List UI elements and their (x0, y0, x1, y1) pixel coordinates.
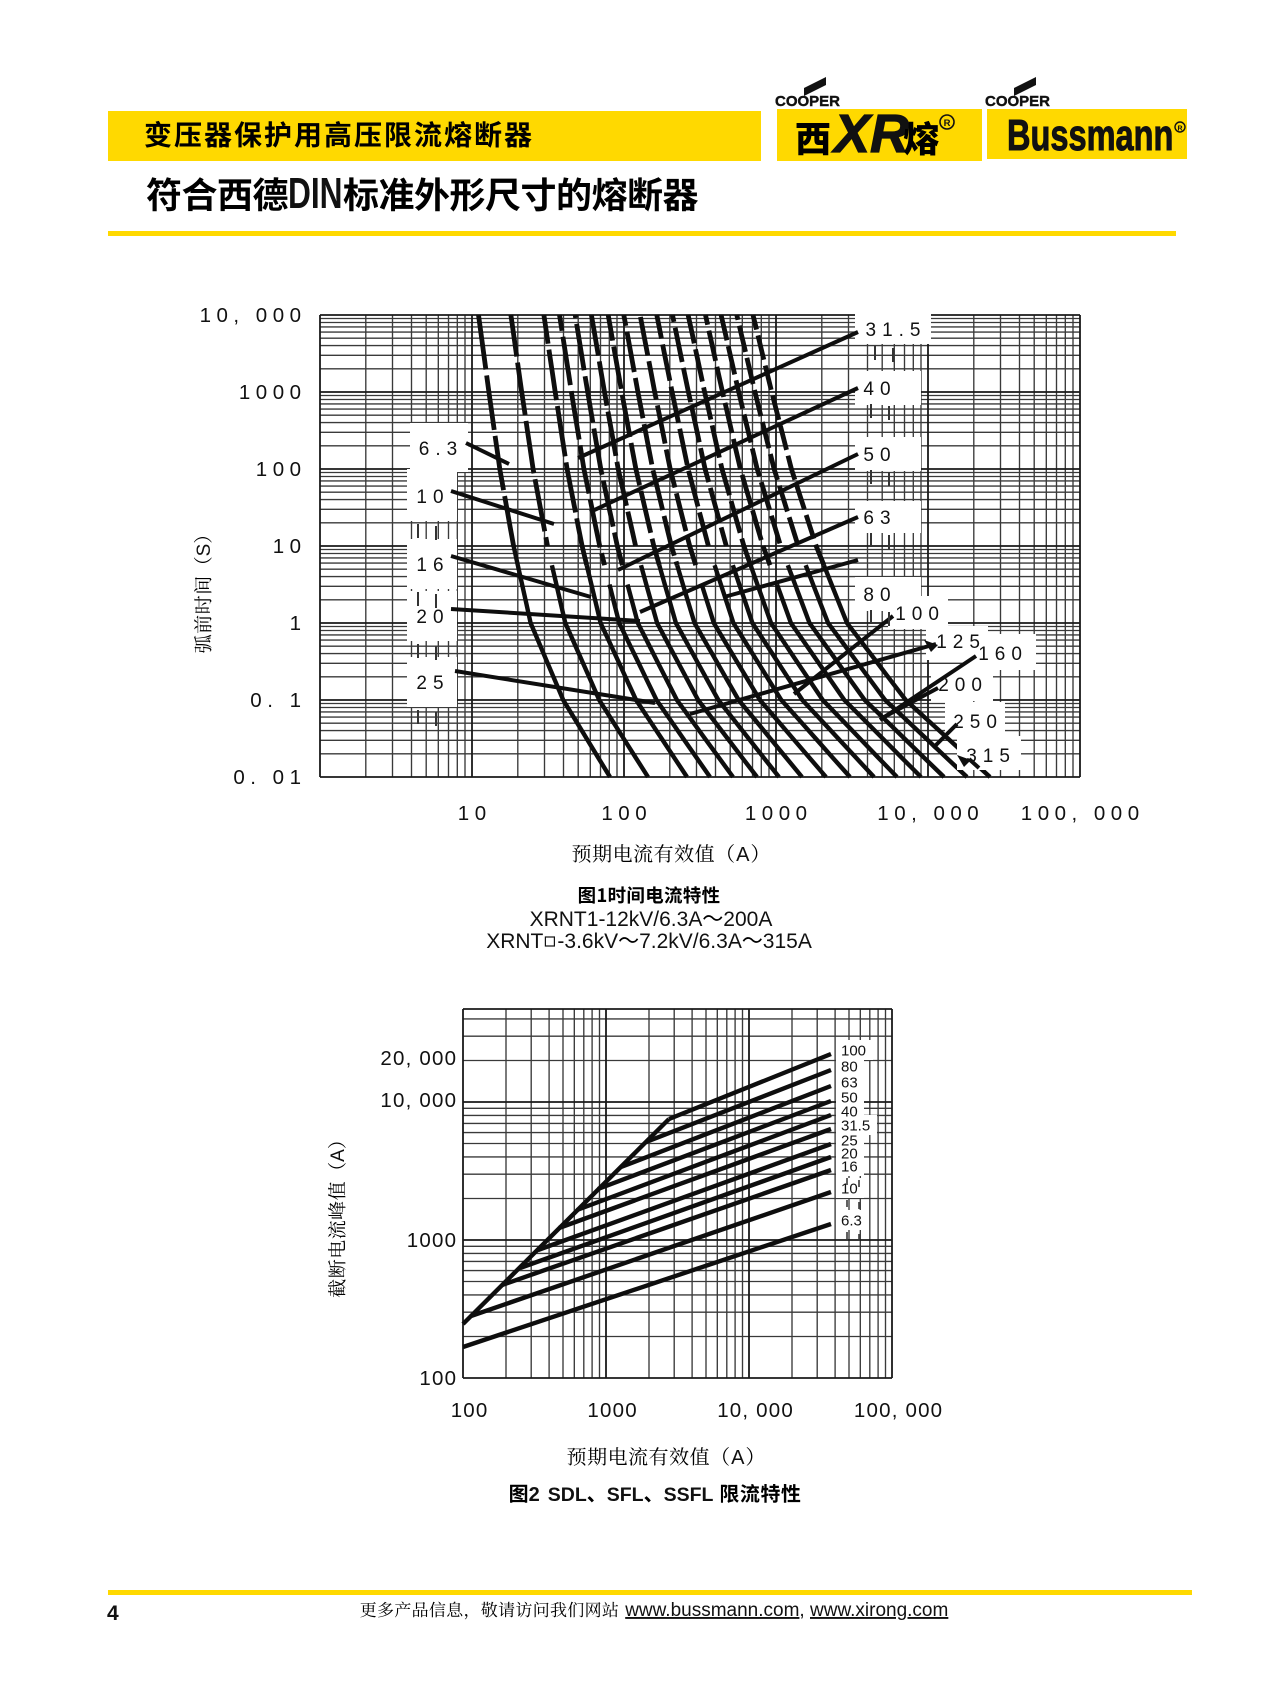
svg-text:www.bussmann.com: www.bussmann.com (624, 1600, 799, 1621)
svg-text:SSFL: SSFL (664, 1484, 714, 1506)
svg-text:-3.6kV: -3.6kV (557, 930, 618, 953)
svg-text:S: S (194, 544, 215, 557)
svg-text:50: 50 (841, 1090, 858, 1107)
svg-text:A: A (731, 1447, 745, 1469)
svg-text:DIN: DIN (288, 169, 343, 218)
svg-text:100, 000: 100, 000 (1021, 802, 1145, 825)
svg-text:20: 20 (841, 1146, 858, 1163)
svg-text:63: 63 (841, 1075, 858, 1092)
svg-text:,: , (799, 1600, 804, 1621)
svg-text:10, 000: 10, 000 (380, 1089, 457, 1112)
svg-text:XRNT: XRNT (486, 930, 543, 953)
svg-text:6.3: 6.3 (841, 1213, 862, 1230)
svg-text:4: 4 (107, 1602, 119, 1625)
svg-text:100: 100 (451, 1399, 489, 1422)
svg-text:0. 01: 0. 01 (233, 766, 306, 789)
svg-text:40: 40 (863, 379, 896, 400)
svg-text:31.5: 31.5 (841, 1118, 870, 1135)
svg-text:2: 2 (529, 1484, 540, 1506)
svg-text:www.xirong.com: www.xirong.com (809, 1600, 948, 1621)
svg-text:125: 125 (936, 632, 986, 653)
svg-text:20: 20 (416, 607, 449, 628)
svg-text:10: 10 (416, 487, 449, 508)
svg-text:0. 1: 0. 1 (250, 689, 306, 712)
svg-text:7.2kV/6.3A: 7.2kV/6.3A (639, 930, 742, 953)
svg-text:10: 10 (841, 1181, 858, 1198)
svg-text:250: 250 (953, 712, 1003, 733)
svg-text:A: A (736, 844, 750, 866)
svg-text:80: 80 (841, 1059, 858, 1076)
svg-text:SFL: SFL (607, 1484, 644, 1506)
svg-text:63: 63 (863, 508, 896, 529)
svg-text:1: 1 (290, 612, 307, 635)
svg-text:200: 200 (938, 675, 988, 696)
svg-text:6.3: 6.3 (419, 439, 463, 460)
svg-text:10, 000: 10, 000 (877, 802, 984, 825)
svg-text:R: R (1177, 126, 1182, 133)
svg-text:25: 25 (416, 673, 449, 694)
svg-text:100, 000: 100, 000 (854, 1399, 943, 1422)
svg-text:160: 160 (978, 644, 1028, 665)
svg-text:50: 50 (863, 445, 896, 466)
svg-text:A: A (328, 1149, 349, 1162)
svg-text:20, 000: 20, 000 (380, 1047, 457, 1070)
svg-text:SDL: SDL (548, 1484, 587, 1506)
svg-text:100: 100 (419, 1367, 457, 1390)
svg-text:1000: 1000 (587, 1399, 637, 1422)
svg-text:200A: 200A (723, 908, 772, 931)
svg-text:16: 16 (416, 555, 449, 576)
svg-text:100: 100 (601, 802, 652, 825)
svg-text:Bussmann: Bussmann (1007, 111, 1173, 160)
svg-text:40: 40 (841, 1104, 858, 1121)
svg-text:100: 100 (841, 1043, 866, 1060)
svg-text:10: 10 (273, 535, 307, 558)
svg-text:COOPER: COOPER (775, 93, 840, 110)
svg-text:XRNT1-12kV/6.3A: XRNT1-12kV/6.3A (530, 908, 703, 931)
svg-text:100: 100 (895, 604, 945, 625)
svg-text:100: 100 (256, 458, 307, 481)
svg-text:315: 315 (966, 746, 1016, 767)
svg-text:10, 000: 10, 000 (200, 304, 307, 327)
svg-text:XR: XR (831, 104, 909, 164)
svg-text:80: 80 (863, 585, 896, 606)
svg-text:31.5: 31.5 (866, 320, 927, 341)
svg-text:10: 10 (458, 802, 492, 825)
svg-text:1000: 1000 (239, 381, 307, 404)
svg-text:10, 000: 10, 000 (717, 1399, 794, 1422)
svg-text:COOPER: COOPER (985, 93, 1050, 110)
svg-text:1000: 1000 (407, 1229, 457, 1252)
svg-text:1000: 1000 (745, 802, 813, 825)
svg-text:315A: 315A (763, 930, 812, 953)
svg-text:16: 16 (841, 1159, 858, 1176)
svg-text:R: R (944, 118, 951, 129)
svg-text:25: 25 (841, 1133, 858, 1150)
